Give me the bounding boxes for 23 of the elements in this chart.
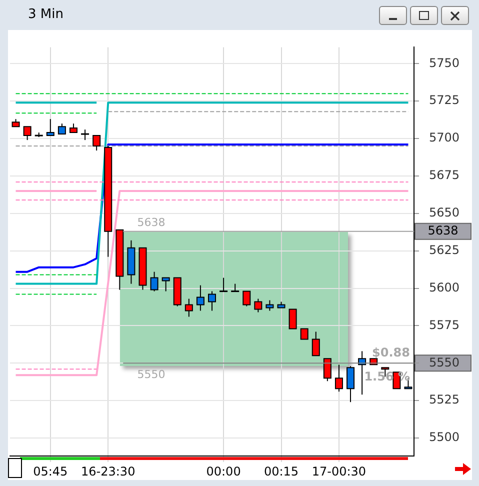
y-tick-label: 5675 — [429, 168, 460, 182]
annotation: $0.88 — [372, 345, 410, 360]
x-tick-label: 16-23:30 — [81, 464, 136, 478]
y-tick-label: 5750 — [429, 56, 460, 70]
y-tick-label: 5575 — [429, 318, 460, 332]
chart-title: 3 Min — [28, 7, 64, 22]
y-tick-label: 5625 — [429, 242, 460, 257]
annotation: 5550 — [137, 368, 166, 382]
y-tick-label: 5500 — [429, 430, 460, 444]
y-tick-label: 5725 — [429, 93, 460, 108]
ref-line-label: 5638 — [428, 224, 458, 238]
x-tick-label: 00:00 — [206, 464, 241, 478]
x-tick-label: 00:15 — [264, 464, 299, 478]
annotation: 5638 — [137, 216, 166, 230]
candlestick — [81, 129, 90, 141]
y-tick-label: 5525 — [429, 392, 460, 407]
y-tick-label: 5650 — [429, 206, 460, 220]
candlestick — [220, 277, 228, 292]
y-tick-label: 5550 — [429, 355, 460, 370]
y-tick-label: 5600 — [429, 280, 460, 294]
x-tick-label: 05:45 — [33, 464, 68, 478]
y-tick-label: 5700 — [429, 130, 460, 145]
x-tick-label: 17-00:30 — [312, 464, 366, 478]
